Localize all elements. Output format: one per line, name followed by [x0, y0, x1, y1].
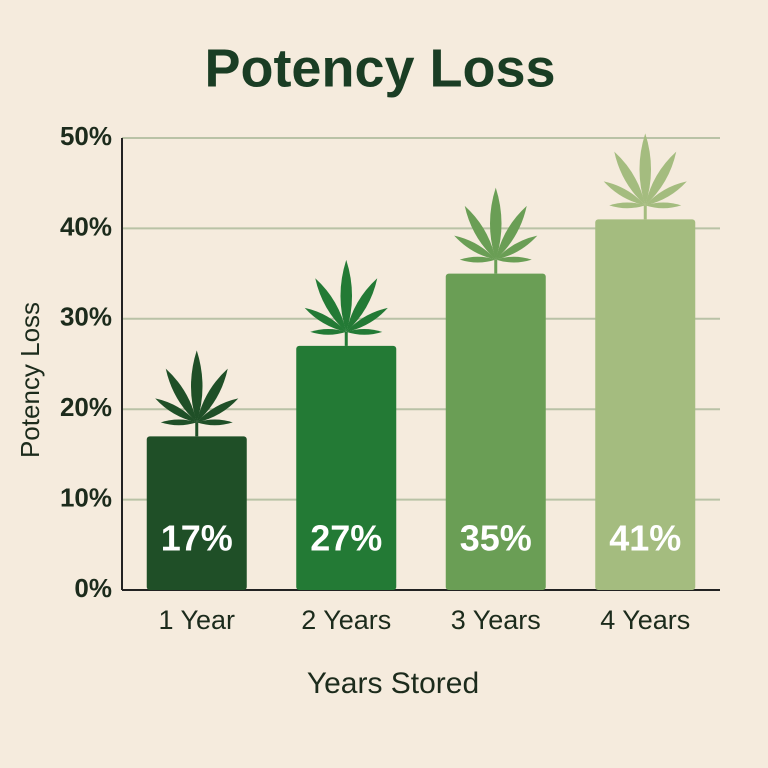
leaf-blade: [155, 398, 197, 423]
y-tick-label: 40%: [60, 211, 112, 241]
bar: [445, 273, 546, 590]
leaf-blade: [190, 350, 203, 423]
y-tick-label: 50%: [60, 121, 112, 151]
leaf-icon: [454, 187, 538, 274]
leaf-blade: [495, 235, 538, 260]
leaf-blade: [454, 235, 496, 260]
leaf-blade: [346, 329, 383, 335]
leaf-blade: [346, 307, 388, 332]
bar: [146, 436, 247, 590]
chart-title: Potency Loss: [204, 38, 555, 98]
y-tick-label: 10%: [60, 482, 112, 512]
y-tick-label: 20%: [60, 392, 112, 422]
x-axis-label: Years Stored: [307, 667, 479, 700]
leaf-blade: [160, 419, 197, 426]
leaf-blade: [645, 202, 682, 209]
leaf-blade: [340, 259, 353, 332]
value-label: 17%: [161, 518, 233, 559]
y-axis-label: Potency Loss: [15, 302, 45, 458]
leaf-blade: [304, 307, 347, 332]
value-label: 27%: [310, 518, 382, 559]
x-tick-label: 2 Years: [301, 605, 391, 635]
y-tick-label: 30%: [60, 302, 112, 332]
leaf-blade: [464, 205, 496, 260]
leaf-blade: [645, 181, 687, 206]
leaf-blade: [196, 419, 233, 426]
leaf-blade: [639, 133, 652, 206]
leaf-blade: [614, 151, 646, 206]
y-tick-label: 0%: [74, 573, 112, 603]
leaf-icon: [304, 259, 388, 346]
bar: [296, 345, 397, 590]
leaf-blade: [310, 329, 347, 335]
leaf-blade: [196, 398, 239, 423]
value-label: 41%: [609, 518, 681, 559]
leaf-blade: [495, 205, 527, 260]
leaf-blade: [495, 256, 532, 263]
leaf-blade: [609, 202, 646, 209]
x-tick-label: 4 Years: [600, 605, 690, 635]
x-tick-label: 1 Year: [158, 605, 235, 635]
leaf-icon: [155, 350, 239, 437]
leaf-icon: [603, 133, 687, 220]
leaf-blade: [165, 368, 197, 423]
x-tick-label: 3 Years: [451, 605, 541, 635]
leaf-blade: [489, 187, 502, 260]
bar: [595, 219, 696, 591]
leaf-blade: [645, 151, 677, 206]
value-label: 35%: [460, 518, 532, 559]
leaf-blade: [459, 256, 496, 263]
leaf-blade: [346, 278, 378, 332]
leaf-blade: [603, 181, 646, 206]
leaf-blade: [196, 368, 228, 423]
leaf-blade: [315, 278, 347, 332]
